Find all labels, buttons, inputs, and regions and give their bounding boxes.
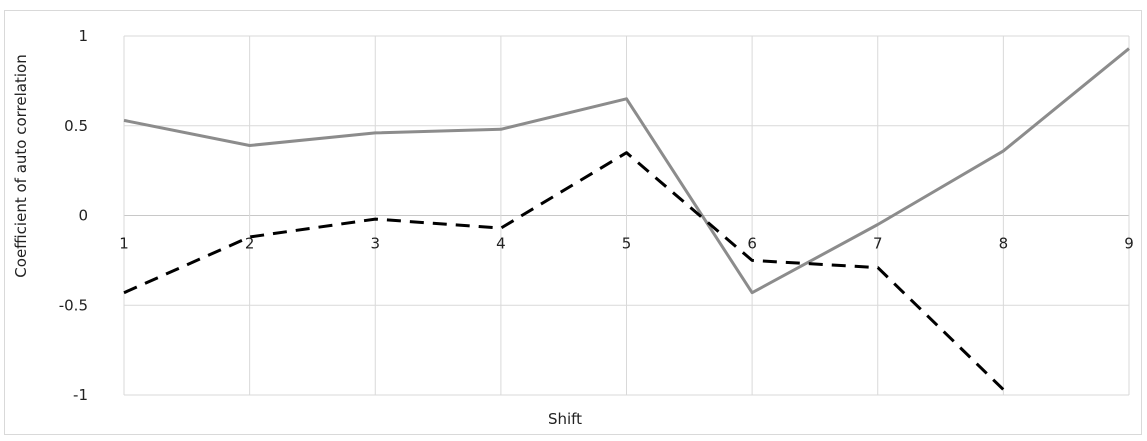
x-tick-label: 5 bbox=[622, 235, 632, 253]
x-tick-label: 1 bbox=[119, 235, 129, 253]
chart-frame bbox=[4, 10, 1142, 435]
y-tick-label: -0.5 bbox=[59, 296, 88, 314]
x-tick-label: 9 bbox=[1124, 235, 1134, 253]
x-axis-ticks: 1 2 3 4 5 6 7 8 9 bbox=[119, 235, 1134, 253]
x-tick-label: 7 bbox=[873, 235, 883, 253]
x-tick-label: 3 bbox=[370, 235, 380, 253]
y-axis-title: Coefficient of auto correlation bbox=[12, 54, 30, 277]
y-tick-label: -1 bbox=[73, 386, 88, 404]
x-tick-label: 4 bbox=[496, 235, 506, 253]
y-tick-label: 0 bbox=[78, 207, 88, 225]
y-axis-ticks: 1 0.5 0 -0.5 -1 bbox=[59, 27, 88, 404]
grid bbox=[123, 35, 1130, 396]
y-tick-label: 0.5 bbox=[64, 117, 88, 135]
x-tick-label: 2 bbox=[245, 235, 255, 253]
series-line-2-dashed bbox=[123, 151, 1005, 391]
x-tick-label: 8 bbox=[999, 235, 1009, 253]
x-axis-title: Shift bbox=[548, 410, 582, 428]
x-tick-label: 6 bbox=[747, 235, 757, 253]
series-lines bbox=[123, 47, 1130, 391]
y-tick-label: 1 bbox=[78, 27, 88, 45]
